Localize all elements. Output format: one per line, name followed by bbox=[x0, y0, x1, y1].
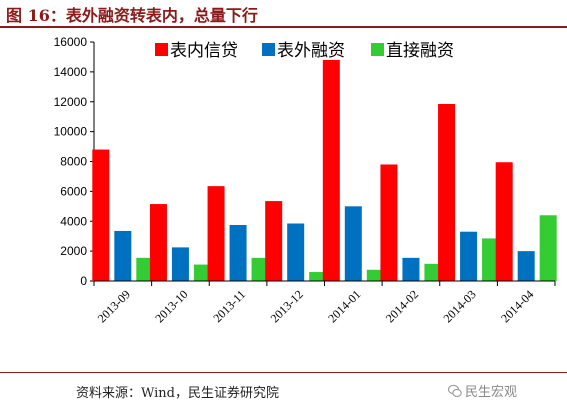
bar-2013-11-表外融资 bbox=[229, 224, 247, 281]
x-tick-label: 2014-01 bbox=[325, 287, 363, 325]
bar-2013-12-直接融资 bbox=[309, 272, 327, 281]
y-tick-label: 0 bbox=[80, 274, 87, 288]
bar-2013-11-表内信贷 bbox=[207, 186, 225, 281]
y-tick-label: 16000 bbox=[54, 35, 88, 49]
wechat-icon bbox=[448, 384, 462, 397]
bar-2013-10-表外融资 bbox=[171, 247, 189, 281]
bar-2014-02-表内信贷 bbox=[380, 164, 398, 281]
x-tick-label: 2014-02 bbox=[383, 287, 421, 325]
bar-2014-04-表外融资 bbox=[517, 251, 535, 281]
bar-2013-10-表内信贷 bbox=[149, 204, 167, 281]
bar-2013-11-直接融资 bbox=[251, 257, 269, 281]
x-axis: 2013-09 2013-10 2013-11 2013-12 2014-01 2014-… bbox=[93, 280, 556, 325]
legend-swatch-表外融资 bbox=[262, 43, 275, 56]
page-title: 图 16：表外融资转表内，总量下行 bbox=[6, 6, 258, 25]
bar-2014-03-表外融资 bbox=[460, 231, 478, 281]
legend-swatch-表内信贷 bbox=[155, 43, 168, 56]
x-tick-label: 2013-09 bbox=[95, 287, 133, 325]
x-tick-label: 2014-04 bbox=[498, 287, 536, 325]
bar-2013-12-表内信贷 bbox=[265, 201, 283, 281]
y-tick-label: 6000 bbox=[60, 184, 87, 198]
bar-2013-10-直接融资 bbox=[193, 264, 211, 281]
watermark-text: 民生宏观 bbox=[465, 385, 518, 400]
y-tick-label: 4000 bbox=[60, 214, 87, 228]
y-axis: 0 2000 4000 6000 8000 10000 12000 14000 16000 bbox=[54, 35, 95, 288]
bar-2014-03-直接融资 bbox=[482, 238, 500, 281]
source-note: 资料来源：Wind，民生证券研究院 bbox=[76, 386, 279, 401]
watermark: 民生宏观 bbox=[448, 381, 517, 400]
y-tick-label: 14000 bbox=[54, 65, 88, 79]
legend-swatch-直接融资 bbox=[371, 43, 384, 56]
y-tick-label: 10000 bbox=[54, 125, 88, 139]
bar-2013-09-表外融资 bbox=[114, 230, 132, 281]
bar-2014-03-表内信贷 bbox=[438, 103, 456, 281]
bar-2014-04-表内信贷 bbox=[495, 162, 513, 281]
footer-divider bbox=[0, 372, 567, 373]
bar-2013-09-表内信贷 bbox=[92, 149, 110, 281]
bar-chart: 0 2000 4000 6000 8000 10000 12000 14000 16000 20… bbox=[54, 35, 557, 325]
x-tick-label: 2014-03 bbox=[441, 287, 479, 325]
x-tick-label: 2013-11 bbox=[210, 287, 248, 325]
title-divider bbox=[0, 26, 567, 28]
legend-label-表内信贷: 表内信贷 bbox=[170, 41, 238, 61]
y-tick-label: 2000 bbox=[60, 244, 87, 258]
legend: 表内信贷 表外融资 直接融资 bbox=[155, 41, 454, 61]
x-tick-label: 2013-12 bbox=[268, 287, 306, 325]
bar-2014-01-表内信贷 bbox=[322, 59, 340, 281]
legend-label-直接融资: 直接融资 bbox=[386, 41, 454, 61]
bar-2014-02-表外融资 bbox=[402, 257, 420, 281]
bar-2013-09-直接融资 bbox=[136, 257, 154, 281]
x-tick-label: 2013-10 bbox=[152, 287, 190, 325]
bar-2014-01-直接融资 bbox=[366, 269, 384, 281]
bar-2014-01-表外融资 bbox=[344, 206, 362, 281]
bar-2014-02-直接融资 bbox=[424, 263, 442, 281]
bar-2013-12-表外融资 bbox=[287, 223, 305, 281]
legend-label-表外融资: 表外融资 bbox=[277, 41, 345, 61]
y-tick-label: 8000 bbox=[60, 155, 87, 169]
bar-2014-04-直接融资 bbox=[539, 215, 557, 281]
bars bbox=[92, 59, 557, 281]
y-tick-label: 12000 bbox=[54, 95, 88, 109]
